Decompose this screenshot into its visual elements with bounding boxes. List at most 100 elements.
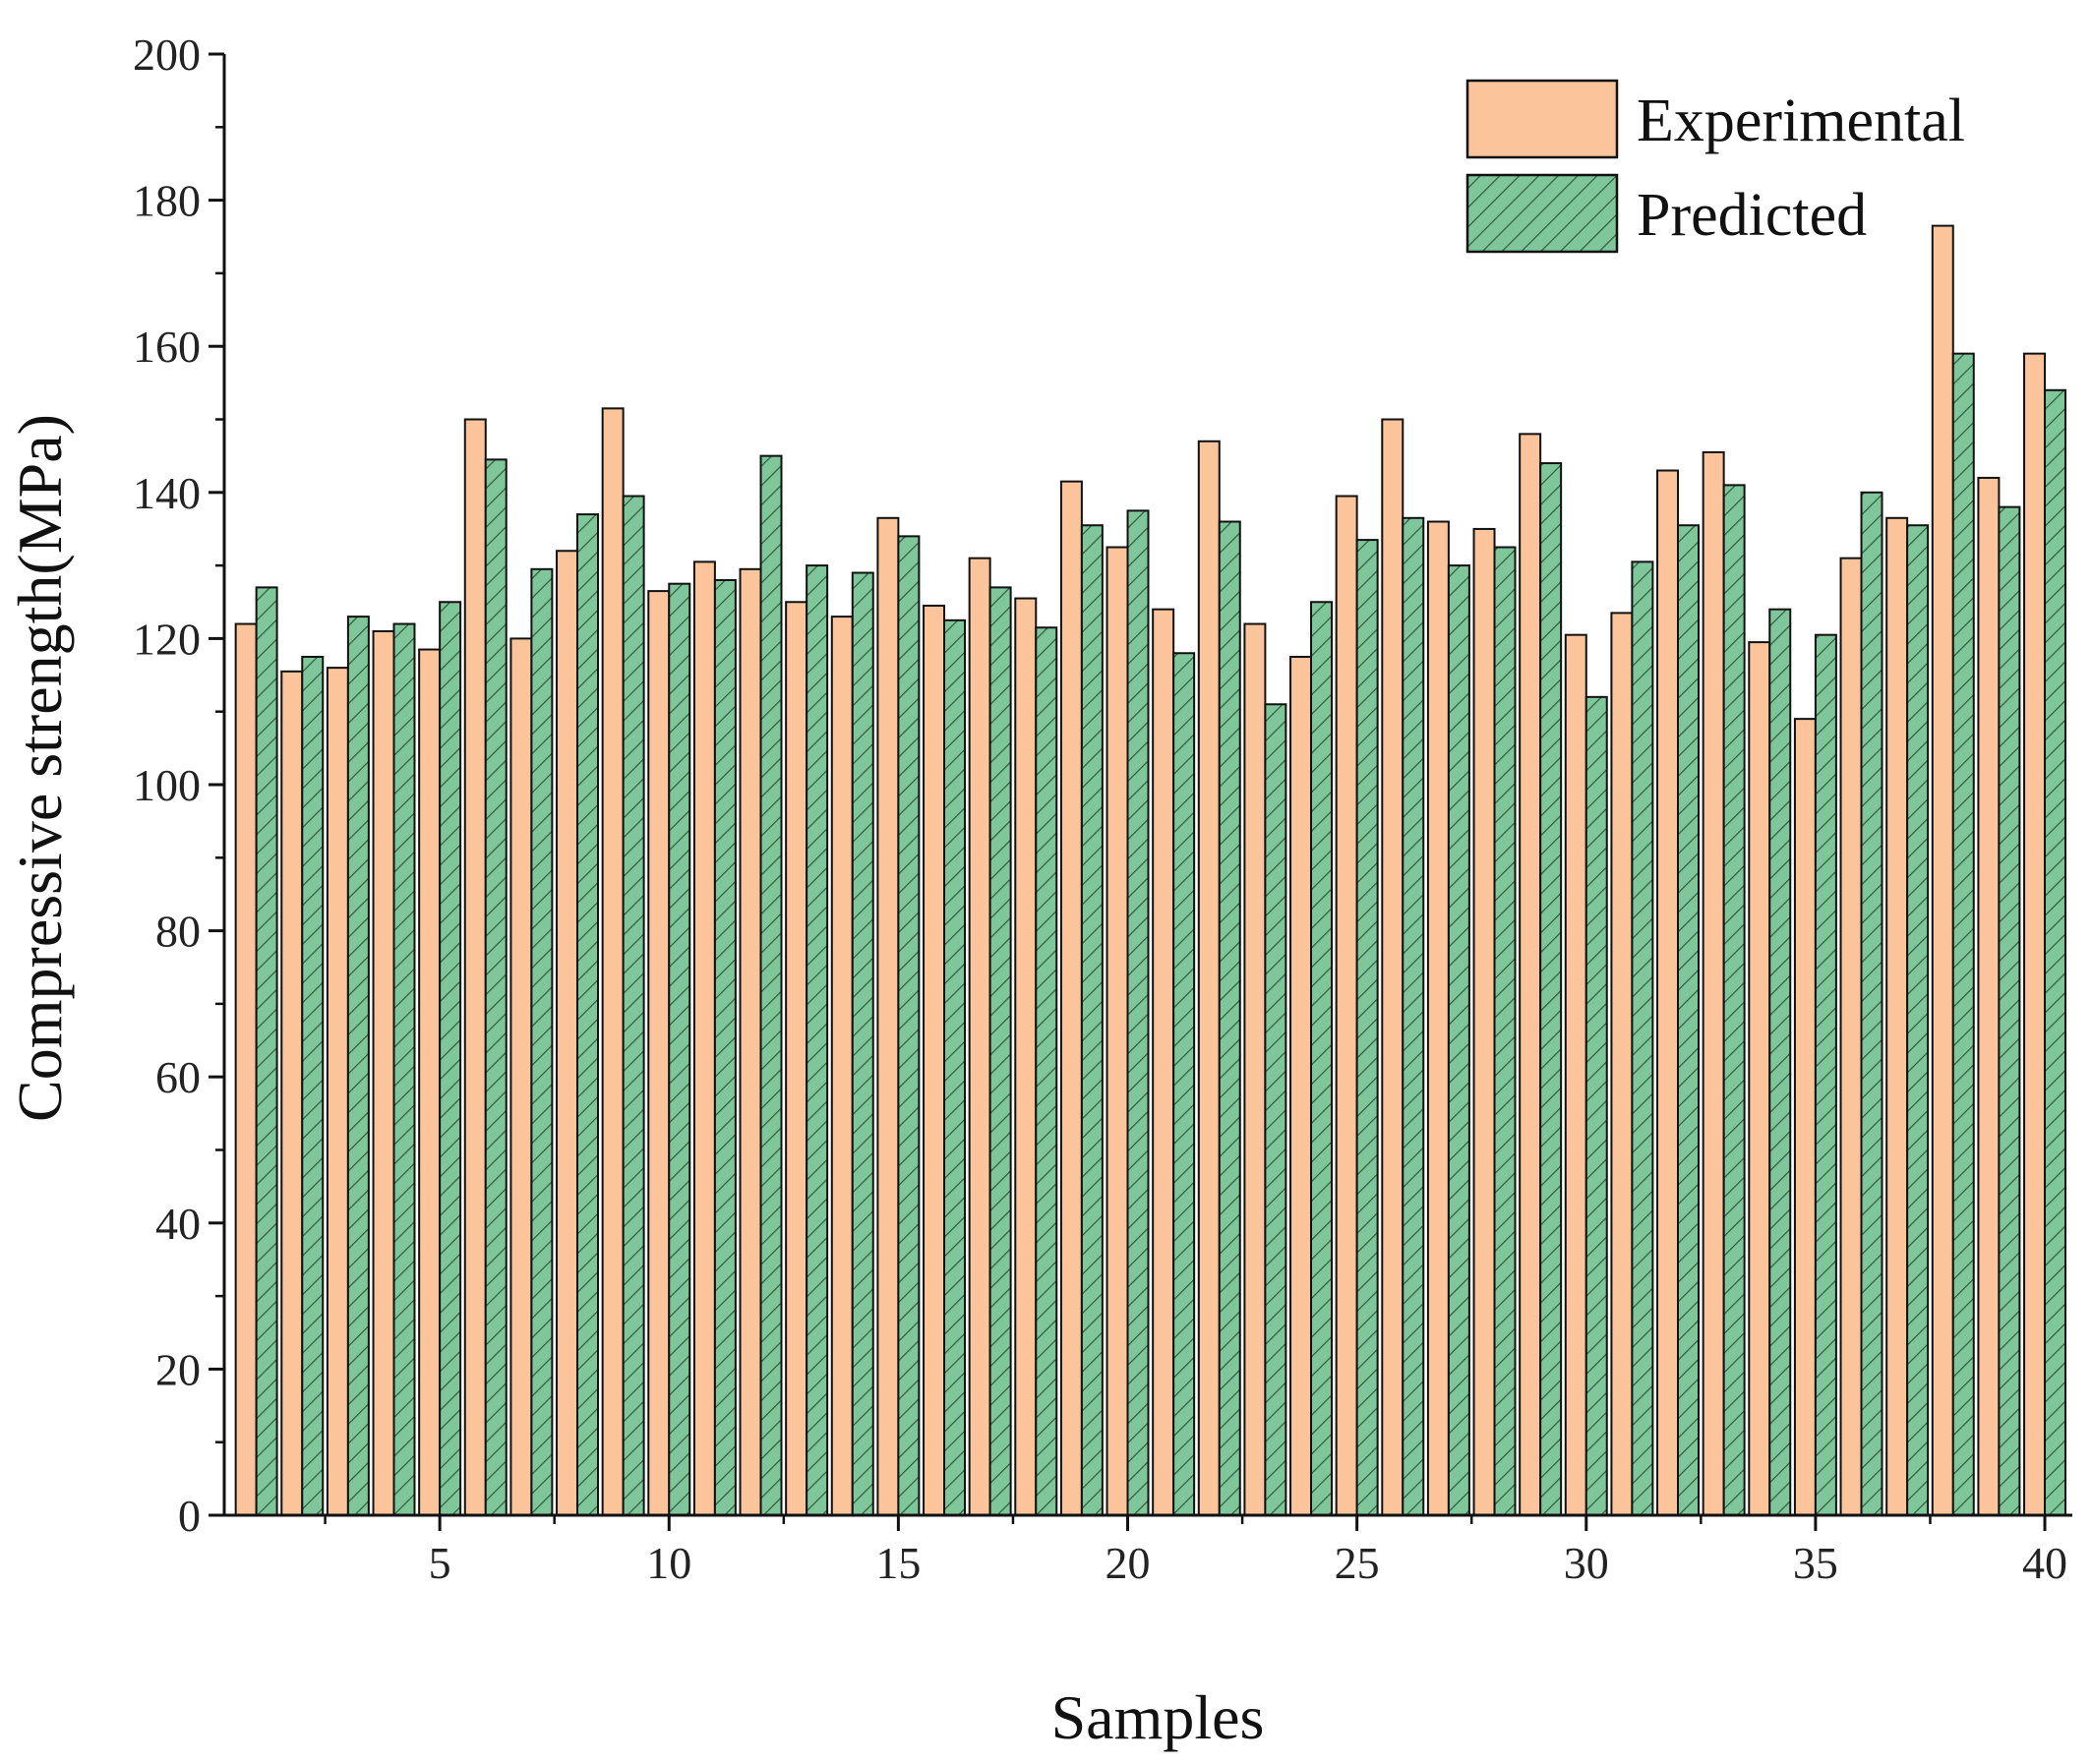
legend: Experimental Predicted bbox=[1465, 79, 1965, 254]
bar-predicted-26 bbox=[1402, 516, 1425, 1516]
y-tick-label: 140 bbox=[133, 468, 201, 518]
bar-experimental-18 bbox=[1014, 597, 1038, 1516]
bar-experimental-24 bbox=[1289, 655, 1313, 1516]
bar-predicted-6 bbox=[484, 458, 508, 1516]
bar-experimental-30 bbox=[1564, 633, 1587, 1516]
bar-experimental-21 bbox=[1152, 608, 1175, 1516]
bar-experimental-38 bbox=[1931, 224, 1954, 1517]
bar-predicted-17 bbox=[988, 586, 1012, 1516]
bar-experimental-19 bbox=[1059, 480, 1083, 1516]
bar-predicted-9 bbox=[622, 495, 645, 1516]
bar-experimental-1 bbox=[234, 622, 258, 1516]
y-axis-title: Compressive strength(MPa) bbox=[5, 414, 75, 1122]
bar-predicted-31 bbox=[1631, 560, 1654, 1516]
bar-predicted-23 bbox=[1264, 703, 1287, 1516]
bar-experimental-22 bbox=[1197, 440, 1221, 1516]
bar-predicted-25 bbox=[1355, 539, 1379, 1516]
y-tick-label: 20 bbox=[155, 1344, 201, 1394]
bar-experimental-16 bbox=[923, 604, 946, 1516]
bar-predicted-3 bbox=[346, 616, 370, 1516]
bar-experimental-39 bbox=[1977, 476, 2001, 1517]
bar-predicted-30 bbox=[1584, 695, 1608, 1516]
bar-experimental-9 bbox=[601, 407, 625, 1516]
x-axis-title: Samples bbox=[1051, 1682, 1265, 1752]
bar-predicted-14 bbox=[851, 571, 874, 1516]
bar-experimental-34 bbox=[1748, 641, 1771, 1516]
y-tick-label: 200 bbox=[133, 29, 201, 80]
bar-predicted-21 bbox=[1172, 652, 1196, 1516]
bar-predicted-10 bbox=[668, 582, 691, 1516]
y-tick-label: 180 bbox=[133, 176, 201, 226]
bar-predicted-12 bbox=[759, 454, 783, 1516]
bar-predicted-29 bbox=[1539, 462, 1563, 1517]
bar-experimental-13 bbox=[785, 601, 808, 1516]
bar-experimental-31 bbox=[1610, 612, 1634, 1516]
x-tick-label: 5 bbox=[429, 1538, 451, 1588]
bar-predicted-28 bbox=[1493, 546, 1517, 1516]
axes-group: 0 20 40 60 80 100 120 140 160 180 200 5 10 15 20 25 30 35… bbox=[133, 29, 2072, 1588]
bar-predicted-13 bbox=[806, 564, 829, 1516]
bar-experimental-14 bbox=[830, 616, 854, 1516]
bar-experimental-11 bbox=[692, 560, 716, 1516]
bar-predicted-8 bbox=[576, 513, 599, 1516]
bar-predicted-5 bbox=[439, 601, 462, 1516]
bar-experimental-37 bbox=[1885, 516, 1909, 1516]
bar-experimental-27 bbox=[1426, 520, 1450, 1516]
bar-predicted-27 bbox=[1447, 564, 1470, 1516]
bar-experimental-28 bbox=[1472, 527, 1496, 1516]
y-tick-label: 40 bbox=[155, 1199, 201, 1249]
bar-experimental-20 bbox=[1106, 546, 1129, 1516]
bar-predicted-38 bbox=[1951, 352, 1975, 1516]
bar-experimental-26 bbox=[1381, 418, 1405, 1516]
bar-predicted-1 bbox=[255, 586, 278, 1516]
bar-experimental-3 bbox=[326, 667, 349, 1516]
bar-predicted-22 bbox=[1218, 520, 1241, 1516]
bar-experimental-25 bbox=[1335, 495, 1358, 1516]
y-tick-label: 0 bbox=[178, 1491, 201, 1541]
bar-predicted-37 bbox=[1906, 524, 1930, 1516]
x-tick-label: 35 bbox=[1793, 1538, 1838, 1588]
bar-predicted-36 bbox=[1860, 491, 1883, 1516]
bar-predicted-20 bbox=[1126, 509, 1150, 1517]
bar-predicted-34 bbox=[1768, 608, 1792, 1516]
bar-predicted-11 bbox=[713, 578, 737, 1516]
x-tick-label: 15 bbox=[875, 1538, 921, 1588]
bar-experimental-23 bbox=[1243, 622, 1267, 1516]
bar-experimental-5 bbox=[418, 648, 442, 1516]
bar-predicted-40 bbox=[2044, 388, 2067, 1516]
legend-swatch-predicted bbox=[1465, 173, 1619, 254]
legend-swatch-experimental bbox=[1465, 79, 1619, 159]
bar-predicted-18 bbox=[1035, 626, 1058, 1516]
bar-predicted-39 bbox=[1998, 505, 2021, 1516]
x-tick-label: 40 bbox=[2022, 1538, 2067, 1588]
legend-label-predicted: Predicted bbox=[1637, 182, 1867, 249]
bar-experimental-4 bbox=[372, 629, 395, 1516]
bar-predicted-4 bbox=[392, 622, 416, 1516]
bar-experimental-12 bbox=[739, 567, 762, 1516]
bars-group bbox=[234, 224, 2067, 1517]
bar-experimental-35 bbox=[1793, 718, 1817, 1516]
bar-predicted-15 bbox=[897, 535, 921, 1516]
bar-experimental-17 bbox=[968, 557, 991, 1516]
bar-experimental-15 bbox=[876, 516, 900, 1516]
y-tick-label: 160 bbox=[133, 322, 201, 372]
y-tick-label: 80 bbox=[155, 907, 201, 957]
bar-predicted-2 bbox=[301, 655, 325, 1516]
bar-predicted-35 bbox=[1814, 633, 1837, 1516]
bar-experimental-36 bbox=[1839, 557, 1863, 1516]
y-tick-label: 120 bbox=[133, 614, 201, 664]
bar-predicted-16 bbox=[943, 618, 967, 1516]
bar-predicted-19 bbox=[1080, 524, 1104, 1516]
bar-predicted-33 bbox=[1722, 484, 1746, 1516]
x-tick-label: 10 bbox=[646, 1538, 691, 1588]
bar-experimental-6 bbox=[463, 418, 487, 1516]
bar-predicted-7 bbox=[530, 567, 554, 1516]
bar-experimental-7 bbox=[509, 637, 533, 1516]
y-tick-label: 100 bbox=[133, 760, 201, 810]
x-tick-label: 30 bbox=[1564, 1538, 1609, 1588]
bar-experimental-10 bbox=[647, 590, 671, 1516]
bar-experimental-29 bbox=[1519, 433, 1542, 1516]
x-tick-label: 25 bbox=[1335, 1538, 1380, 1588]
x-tick-label: 20 bbox=[1106, 1538, 1151, 1588]
